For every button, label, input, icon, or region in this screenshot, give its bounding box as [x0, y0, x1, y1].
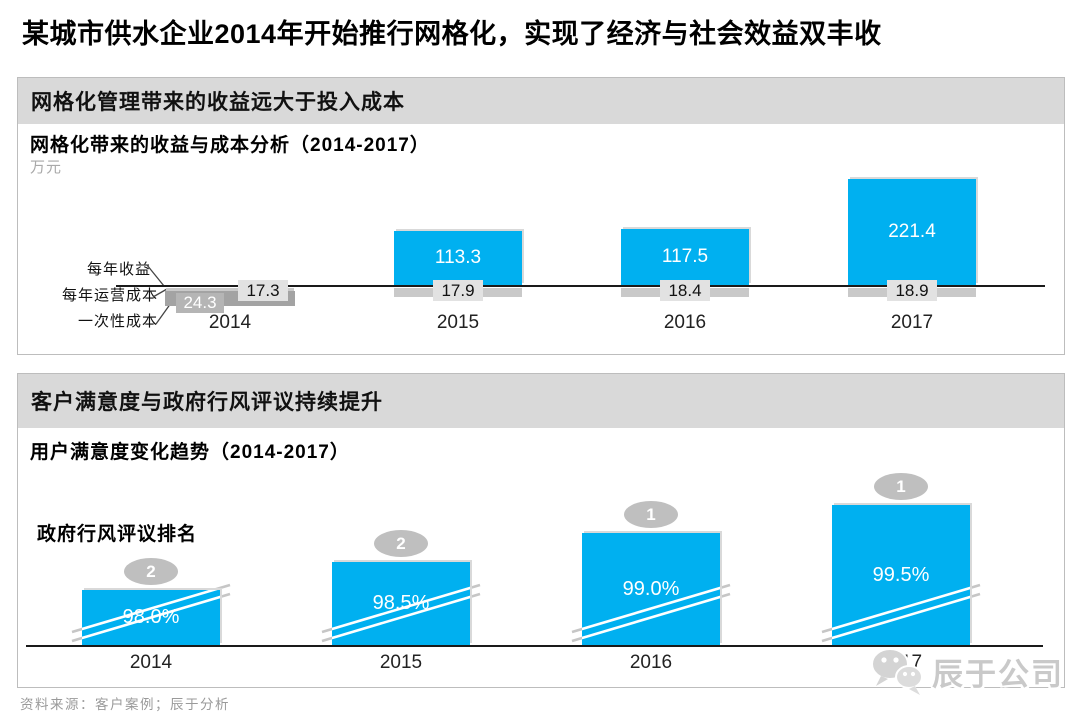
legend-annual-operating-cost: 每年运营成本 [61, 287, 158, 304]
bar-value-label-2017: 99.5% [872, 563, 930, 586]
bar-value-label-2015: 98.5% [372, 592, 430, 614]
x-axis-label-2014: 2014 [208, 312, 252, 333]
watermark-text: 辰于公司 [932, 656, 1064, 692]
bar-value-label-2016: 99.0% [622, 577, 680, 600]
x-axis-label-2015: 2015 [379, 652, 423, 673]
rank-badge-2014: 2 [124, 558, 178, 585]
axis-break-lines-2016 [582, 586, 720, 640]
axis-break-lines-2014 [82, 590, 220, 640]
wechat-logo-icon [871, 648, 923, 695]
satisfaction-bar-2014: 98.0% [82, 590, 220, 645]
revenue-bar-2016: 117.5 [621, 229, 749, 285]
government-ranking-label: 政府行风评议排名 [37, 524, 198, 545]
source-note: 资料来源：客户案例；辰于分析 [20, 697, 230, 712]
satisfaction-bar-2015: 98.5% [332, 562, 470, 645]
x-axis-label-2015: 2015 [436, 312, 480, 333]
benefit-cost-chart: 网格化带来的收益与成本分析（2014-2017） 万元 每年收益 每年运营成本 … [18, 124, 1064, 354]
company-watermark: 辰于公司 [868, 645, 1064, 697]
legend-one-time-cost: 一次性成本 [77, 313, 158, 330]
x-axis-label-2014: 2014 [129, 652, 173, 673]
revenue-bar-2017: 221.4 [848, 179, 976, 285]
x-axis-line [116, 285, 1045, 287]
rank-badge-2015: 2 [374, 530, 428, 557]
panel2-header: 客户满意度与政府行风评议持续提升 [18, 374, 1064, 428]
one-time-cost-label-2014: 24.3 [176, 293, 224, 313]
satisfaction-bar-2017: 99.5% [832, 505, 970, 645]
chart2-title: 用户满意度变化趋势（2014-2017） [30, 442, 350, 463]
operating-cost-label-2015: 17.9 [433, 280, 483, 301]
operating-cost-label-2017: 18.9 [887, 280, 937, 301]
axis-break-lines-2017 [832, 586, 970, 640]
x-axis-label-2017: 2017 [890, 312, 934, 333]
legend-annual-revenue: 每年收益 [86, 261, 151, 278]
rank-badge-2017: 1 [874, 473, 928, 500]
axis-break-lines-2015 [332, 586, 470, 640]
satisfaction-chart: 用户满意度变化趋势（2014-2017） 政府行风评议排名 98.0% 2 2014… [18, 428, 1064, 687]
operating-cost-label-2016: 18.4 [660, 280, 710, 301]
legend-connector-lines [146, 264, 172, 325]
panel1-header: 网格化管理带来的收益远大于投入成本 [18, 78, 1064, 124]
panel-satisfaction: 客户满意度与政府行风评议持续提升 用户满意度变化趋势（2014-2017） 政府… [17, 373, 1065, 688]
x-axis-line [26, 645, 1043, 647]
chart1-unit-label: 万元 [30, 159, 63, 176]
x-axis-label-2016: 2016 [663, 312, 707, 333]
chart1-title: 网格化带来的收益与成本分析（2014-2017） [30, 135, 430, 156]
x-axis-label-2016: 2016 [629, 652, 673, 673]
page-title: 某城市供水企业2014年开始推行网格化，实现了经济与社会效益双丰收 [22, 19, 882, 49]
operating-cost-label-2014: 17.3 [238, 280, 288, 301]
revenue-bar-2015: 113.3 [394, 231, 522, 285]
bar-value-label-2014: 98.0% [122, 606, 180, 628]
panel-benefit-cost: 网格化管理带来的收益远大于投入成本 网格化带来的收益与成本分析（2014-201… [17, 77, 1065, 355]
satisfaction-bar-2016: 99.0% [582, 533, 720, 645]
rank-badge-2016: 1 [624, 501, 678, 528]
